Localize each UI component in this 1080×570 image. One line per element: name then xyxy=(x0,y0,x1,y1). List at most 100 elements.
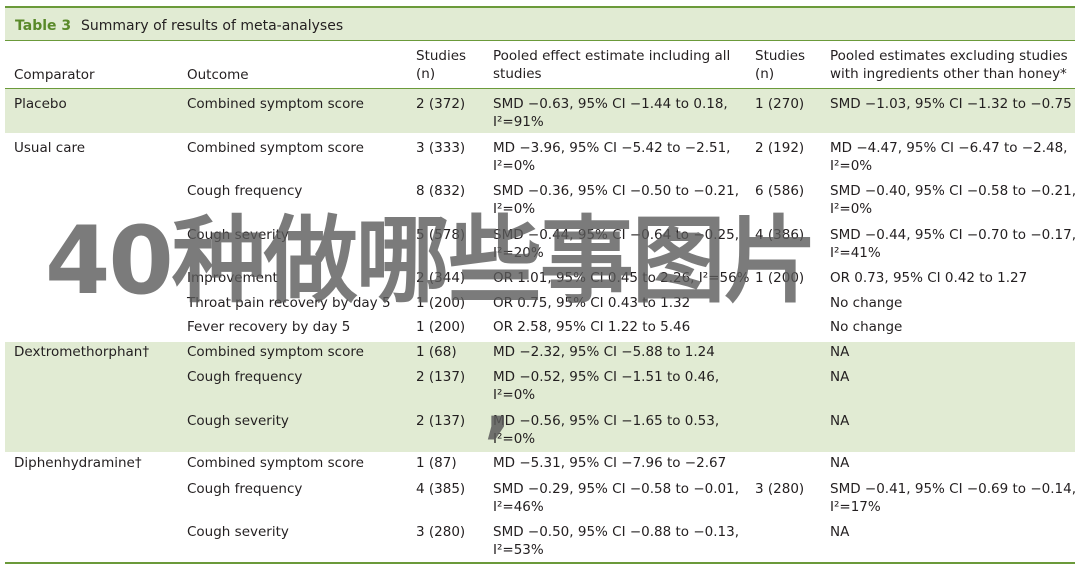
cell-outcome: Combined symptom score xyxy=(187,344,364,360)
cell-line: I²=20% xyxy=(493,245,544,261)
cell-studies2: 2 (192) xyxy=(755,140,805,156)
header-bottom-rule xyxy=(5,88,1075,89)
cell-line: NA xyxy=(830,455,850,471)
cell-line: MD −0.56, 95% CI −1.65 to 0.53, xyxy=(493,413,720,429)
cell-line: I²=0% xyxy=(493,387,536,403)
cell-pooled2: OR 0.73, 95% CI 0.42 to 1.27 xyxy=(830,269,1027,287)
cell-line: I²=17% xyxy=(830,499,881,515)
header-studies-1-line2: (n) xyxy=(416,66,436,82)
cell-comparator: Placebo xyxy=(14,96,67,112)
table-label: Table 3 xyxy=(15,18,72,34)
cell-pooled1: MD −0.56, 95% CI −1.65 to 0.53, I²=0% xyxy=(493,412,719,448)
cell-line: NA xyxy=(830,369,850,385)
cell-studies1: 3 (333) xyxy=(416,140,466,156)
cell-outcome: Combined symptom score xyxy=(187,455,364,471)
cell-studies1: 8 (832) xyxy=(416,183,466,199)
cell-pooled1: OR 2.58, 95% CI 1.22 to 5.46 xyxy=(493,318,690,336)
cell-line: MD −0.52, 95% CI −1.51 to 0.46, xyxy=(493,369,720,385)
cell-pooled1: MD −0.52, 95% CI −1.51 to 0.46, I²=0% xyxy=(493,368,719,404)
table-bottom-rule xyxy=(5,562,1075,564)
cell-outcome: Combined symptom score xyxy=(187,140,364,156)
watermark-mark: , xyxy=(484,362,512,446)
cell-line: I²=91% xyxy=(493,114,544,130)
cell-line: OR 2.58, 95% CI 1.22 to 5.46 xyxy=(493,319,691,335)
cell-studies1: 2 (137) xyxy=(416,413,466,429)
cell-line: MD −4.47, 95% CI −6.47 to −2.48, xyxy=(830,140,1068,156)
cell-line: SMD −0.44, 95% CI −0.64 to −0.25, xyxy=(493,227,740,243)
cell-outcome: Cough frequency xyxy=(187,481,303,497)
cell-studies1: 1 (200) xyxy=(416,319,466,335)
cell-line: SMD −0.50, 95% CI −0.88 to −0.13, xyxy=(493,524,740,540)
header-comparator: Comparator xyxy=(14,67,95,83)
cell-studies1: 2 (344) xyxy=(416,270,466,286)
cell-line: MD −5.31, 95% CI −7.96 to −2.67 xyxy=(493,455,727,471)
cell-line: I²=0% xyxy=(493,431,536,447)
cell-pooled1: OR 0.75, 95% CI 0.43 to 1.32 xyxy=(493,294,690,312)
cell-pooled1: SMD −0.29, 95% CI −0.58 to −0.01, I²=46% xyxy=(493,480,739,516)
cell-studies1: 1 (200) xyxy=(416,295,466,311)
cell-line: SMD −0.41, 95% CI −0.69 to −0.14, xyxy=(830,481,1077,497)
cell-pooled2: NA xyxy=(830,523,849,541)
header-pooled-all: Pooled effect estimate including all stu… xyxy=(493,47,730,83)
cell-studies1: 2 (372) xyxy=(416,96,466,112)
cell-line: OR 1.01, 95% CI 0.45 to 2.26, I²=56% xyxy=(493,270,750,286)
cell-line: SMD −0.36, 95% CI −0.50 to −0.21, xyxy=(493,183,740,199)
header-studies-2: Studies (n) xyxy=(755,47,805,83)
cell-line: MD −2.32, 95% CI −5.88 to 1.24 xyxy=(493,344,715,360)
cell-pooled2: SMD −1.03, 95% CI −1.32 to −0.75 xyxy=(830,95,1072,113)
cell-pooled1: MD −2.32, 95% CI −5.88 to 1.24 xyxy=(493,343,715,361)
cell-line: No change xyxy=(830,295,903,311)
cell-line: I²=46% xyxy=(493,499,544,515)
header-studies-1: Studies (n) xyxy=(416,47,466,83)
cell-line: I²=0% xyxy=(830,158,873,174)
cell-line: OR 0.73, 95% CI 0.42 to 1.27 xyxy=(830,270,1028,286)
cell-line: I²=41% xyxy=(830,245,881,261)
header-pooled-excluding-line2: with ingredients other than honey* xyxy=(830,66,1067,82)
cell-pooled2: NA xyxy=(830,343,849,361)
cell-studies1: 1 (68) xyxy=(416,344,457,360)
cell-studies1: 5 (578) xyxy=(416,227,466,243)
cell-pooled1: OR 1.01, 95% CI 0.45 to 2.26, I²=56% xyxy=(493,269,749,287)
cell-pooled1: SMD −0.50, 95% CI −0.88 to −0.13, I²=53% xyxy=(493,523,739,559)
cell-outcome: Throat pain recovery by day 5 xyxy=(187,295,391,311)
cell-line: SMD −0.63, 95% CI −1.44 to 0.18, xyxy=(493,96,728,112)
cell-outcome: Cough frequency xyxy=(187,369,303,385)
cell-studies2: 1 (200) xyxy=(755,270,805,286)
cell-pooled1: MD −5.31, 95% CI −7.96 to −2.67 xyxy=(493,454,726,472)
cell-pooled2: SMD −0.41, 95% CI −0.69 to −0.14, I²=17% xyxy=(830,480,1076,516)
cell-line: NA xyxy=(830,524,850,540)
cell-studies1: 2 (137) xyxy=(416,369,466,385)
group-band-placebo xyxy=(5,89,1075,133)
header-top-rule xyxy=(5,40,1075,41)
cell-line: No change xyxy=(830,319,903,335)
cell-pooled2: NA xyxy=(830,412,849,430)
cell-outcome: Fever recovery by day 5 xyxy=(187,319,351,335)
cell-pooled2: NA xyxy=(830,368,849,386)
cell-comparator: Dextromethorphan† xyxy=(14,344,150,360)
cell-outcome: Cough severity xyxy=(187,524,289,540)
cell-studies1: 1 (87) xyxy=(416,455,457,471)
cell-pooled2: No change xyxy=(830,294,902,312)
results-table: Table 3 Summary of results of meta-analy… xyxy=(5,6,1077,564)
header-studies-1-line1: Studies xyxy=(416,48,467,64)
cell-line: NA xyxy=(830,344,850,360)
cell-pooled2: MD −4.47, 95% CI −6.47 to −2.48, I²=0% xyxy=(830,139,1067,175)
cell-line: I²=0% xyxy=(830,201,873,217)
cell-line: SMD −0.40, 95% CI −0.58 to −0.21, xyxy=(830,183,1077,199)
group-band-dextromethorphan xyxy=(5,342,1075,452)
header-pooled-excluding: Pooled estimates excluding studies with … xyxy=(830,47,1068,83)
cell-pooled1: SMD −0.44, 95% CI −0.64 to −0.25, I²=20% xyxy=(493,226,739,262)
cell-pooled1: SMD −0.63, 95% CI −1.44 to 0.18, I²=91% xyxy=(493,95,728,131)
cell-comparator: Diphenhydramine† xyxy=(14,455,142,471)
cell-line: I²=53% xyxy=(493,542,544,558)
cell-studies2: 6 (586) xyxy=(755,183,805,199)
cell-studies2: 3 (280) xyxy=(755,481,805,497)
cell-studies2: 4 (386) xyxy=(755,227,805,243)
header-studies-2-line2: (n) xyxy=(755,66,775,82)
table-caption: Summary of results of meta-analyses xyxy=(81,18,344,34)
header-pooled-all-line1: Pooled effect estimate including all xyxy=(493,48,731,64)
cell-studies1: 4 (385) xyxy=(416,481,466,497)
header-pooled-all-line2: studies xyxy=(493,66,542,82)
cell-line: NA xyxy=(830,413,850,429)
cell-studies1: 3 (280) xyxy=(416,524,466,540)
